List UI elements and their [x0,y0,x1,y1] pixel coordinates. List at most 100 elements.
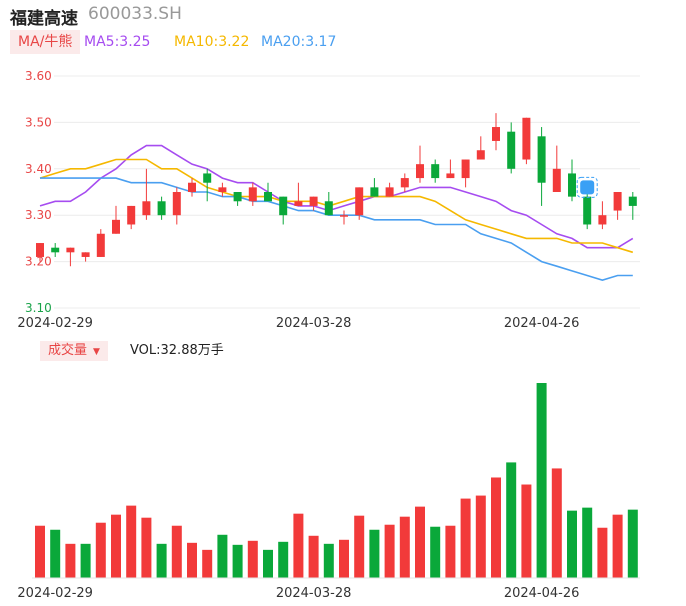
candle-body [446,173,455,179]
candle-body [81,252,90,257]
candle-body [264,192,272,202]
candle-body [66,247,75,253]
candle [309,196,318,211]
volume-bar [187,542,197,578]
candle-body [568,173,576,197]
candle [203,168,212,202]
volume-bar [339,539,349,578]
candle-body [370,187,379,197]
candle [613,192,622,220]
candle [507,122,516,174]
current-marker [576,176,598,198]
candle [218,182,227,197]
candle-body [324,201,333,216]
candle [355,187,364,220]
candle-body [112,219,120,234]
date-tick-label: 2024-02-29 [17,316,93,331]
volume-bar [278,541,289,578]
ma20-legend: MA20:3.17 [261,34,337,50]
candle [248,182,257,206]
candle-body [552,168,561,192]
candle [294,182,303,206]
volume-bar [369,529,380,578]
volume-bar [35,525,45,578]
candle-body [598,215,607,225]
volume-selector-label: 成交量 [48,343,88,358]
volume-bar [445,525,456,578]
volume-value: VOL:32.88万手 [130,343,224,358]
volume-bar [111,514,121,578]
date-tick-label: 2024-02-29 [17,586,93,601]
candle [96,229,105,257]
candle-body [127,205,136,225]
volume-bar [323,543,334,578]
candle [142,168,151,220]
marker-icon [580,180,595,195]
volume-bar [50,529,61,578]
candle [598,201,607,230]
candle-body [51,247,60,253]
date-tick-label: 2024-04-26 [504,316,580,331]
candle-body [507,131,516,169]
candle-body [537,136,546,183]
price-tick-label: 3.20 [25,255,52,269]
candle [552,145,561,192]
candle-body [294,201,303,206]
price-tick-label: 3.40 [25,162,52,176]
candle-body [96,233,105,257]
candle [461,159,470,188]
date-tick-label: 2024-03-28 [276,586,352,601]
candle [416,145,424,183]
candle-body [628,196,637,206]
caret-down-icon: ▼ [93,347,100,357]
volume-bar [141,517,152,578]
price-tick-label: 3.30 [25,208,52,222]
volume-bar [475,495,486,578]
candle [66,247,75,267]
volume-bar [171,525,182,578]
candle-body [188,182,196,192]
candle-body [157,201,166,216]
volume-bar [80,543,91,578]
candle-body [400,178,409,188]
volume-bar [217,534,228,578]
volume-bar [536,383,547,578]
volume-bar [293,513,304,578]
candle [112,205,120,234]
volume-selector-button[interactable]: 成交量 ▼ [40,341,108,361]
candle [340,210,348,225]
volume-bar [95,522,106,578]
candle [264,182,272,202]
volume-bar [65,543,76,578]
candle-body [172,192,181,216]
volume-bar [551,468,562,578]
candle-body [385,187,394,197]
date-tick-label: 2024-03-28 [276,316,352,331]
candle [446,159,455,179]
candle [476,136,485,160]
candle [628,192,637,220]
volume-bar [491,477,501,578]
ma5-legend: MA5:3.25 [84,34,151,50]
candle-body [476,150,485,160]
ma-selector-button[interactable]: MA/牛熊 [10,30,81,54]
price-tick-label: 3.60 [25,69,52,83]
volume-bar [384,524,395,578]
candle [279,196,288,225]
candle-body [309,196,318,206]
price-tick-label: 3.50 [25,115,52,129]
candle-body [613,192,622,211]
candle-body [142,201,151,216]
volume-bars [32,383,640,579]
candle-body [416,164,424,179]
candle [583,192,592,230]
volume-bar [582,507,593,578]
volume-bar [430,526,441,578]
price-time-axis: 2024-02-29 2024-03-28 2024-04-26 [17,316,579,331]
price-tick-label: 3.10 [25,301,52,315]
candle [431,159,440,183]
candle [36,243,44,262]
candle [157,196,166,220]
volume-bar [247,540,258,578]
